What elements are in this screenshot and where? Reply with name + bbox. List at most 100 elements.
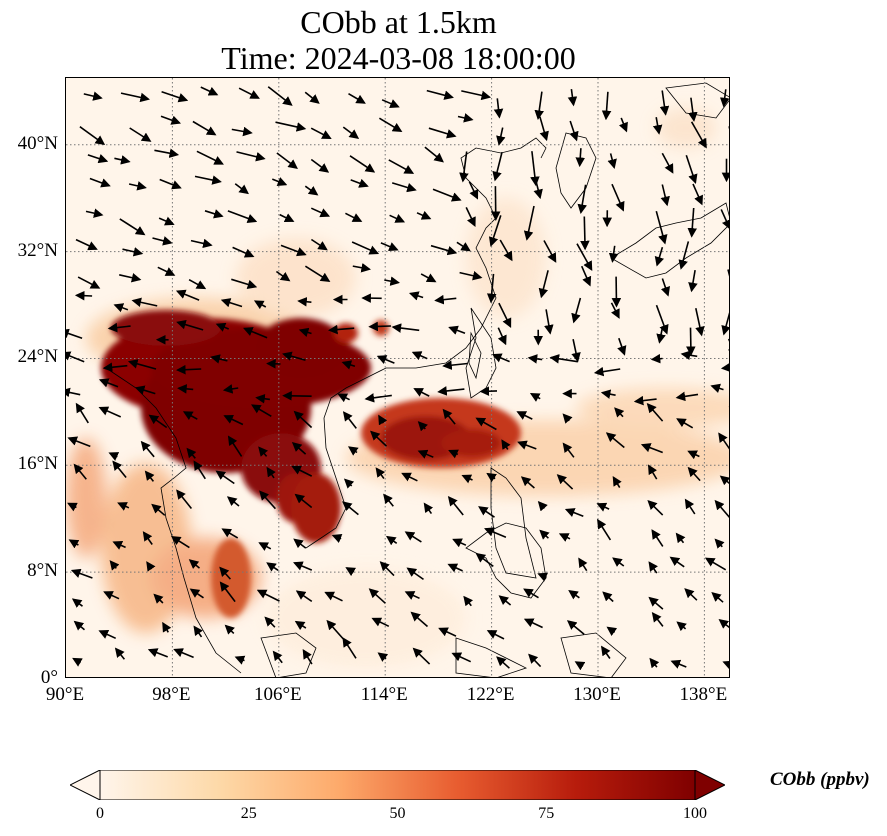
wind-arrow: [720, 362, 729, 373]
wind-arrow: [417, 421, 428, 432]
wind-arrow: [408, 291, 424, 301]
wind-arrow: [280, 244, 307, 257]
wind-arrow: [428, 127, 457, 139]
wind-arrow: [692, 183, 703, 206]
wind-arrow: [727, 269, 729, 277]
wind-arrow: [256, 589, 280, 602]
wind-arrow: [114, 155, 131, 165]
wind-arrow: [688, 269, 698, 293]
wind-arrow: [412, 647, 431, 665]
coastlines: [105, 82, 729, 677]
wind-arrow: [655, 304, 669, 335]
wind-arrow: [379, 561, 395, 577]
colorbar-graphic: [68, 769, 727, 801]
wind-arrow: [577, 184, 587, 214]
wind-arrow: [537, 572, 549, 582]
wind-arrow: [600, 389, 616, 399]
colorbar-extend-min: [68, 769, 101, 801]
wind-arrow: [267, 86, 293, 106]
wind-arrow: [649, 657, 660, 669]
wind-arrow: [486, 630, 505, 640]
map-title-line-2: Time: 2024-03-08 18:00:00: [221, 40, 576, 76]
wind-arrow: [255, 393, 271, 404]
wind-arrow: [562, 413, 573, 424]
wind-arrow: [727, 338, 729, 357]
wind-arrow: [720, 209, 729, 230]
wind-arrow: [220, 298, 243, 308]
wind-arrow: [534, 91, 544, 120]
wind-arrow: [528, 653, 542, 668]
wind-arrow: [704, 557, 727, 571]
wind-arrow: [676, 621, 687, 632]
wind-arrow: [177, 384, 194, 394]
y-tick-label: 0°: [40, 667, 58, 688]
wind-arrow: [377, 652, 389, 662]
wind-arrow: [479, 386, 498, 396]
wind-arrow: [523, 588, 539, 599]
wind-arrow: [259, 490, 276, 510]
wind-arrow: [223, 414, 244, 426]
wind-arrow: [416, 210, 432, 220]
wind-arrow: [491, 353, 510, 363]
colorbar-extend-max: [694, 769, 727, 801]
wind-arrow: [475, 552, 494, 568]
wind-arrow: [298, 327, 312, 338]
x-tick-label: 122°E: [466, 684, 515, 705]
wind-arrow: [128, 181, 147, 191]
wind-arrow: [654, 246, 664, 267]
wind-arrow: [349, 155, 376, 173]
map-panel: [65, 77, 730, 678]
wind-arrow: [711, 591, 724, 603]
wind-arrow: [574, 661, 586, 671]
wind-arrow: [348, 93, 366, 104]
wind-arrow: [529, 393, 541, 402]
wind-arrow: [251, 404, 272, 417]
wind-arrow: [447, 496, 464, 516]
wind-arrow: [351, 241, 380, 255]
wind-arrow: [607, 153, 617, 169]
wind-arrow: [580, 216, 590, 251]
wind-arrow: [188, 559, 201, 570]
wind-arrow: [501, 439, 511, 450]
wind-arrow: [345, 567, 357, 577]
wind-arrow: [475, 417, 497, 431]
wind-arrow: [66, 351, 85, 363]
wind-arrow: [566, 620, 585, 635]
wind-arrow: [608, 245, 619, 263]
wind-arrow: [224, 624, 235, 635]
wind-arrow: [153, 593, 164, 604]
wind-arrow: [234, 183, 249, 195]
wind-arrow: [375, 467, 386, 479]
wind-arrow: [442, 408, 456, 425]
wind-arrow: [651, 529, 664, 547]
wind-arrow: [523, 205, 535, 241]
wind-arrow: [170, 535, 190, 549]
wind-arrow: [371, 617, 390, 628]
wind-arrow: [107, 322, 131, 333]
wind-arrow: [146, 561, 156, 572]
wind-arrow: [253, 300, 267, 310]
wind-arrow: [147, 648, 168, 658]
wind-arrow: [411, 351, 428, 361]
x-tick-label: 90°E: [45, 684, 85, 705]
wind-arrow: [219, 581, 236, 603]
wind-arrow: [71, 598, 83, 608]
wind-arrow: [527, 354, 543, 364]
wind-arrow: [652, 117, 663, 135]
wind-arrow: [417, 449, 434, 459]
wind-arrow: [368, 321, 392, 332]
wind-arrow: [420, 273, 437, 283]
wind-arrow: [530, 151, 540, 187]
wind-arrow: [558, 533, 571, 542]
wind-arrow: [568, 589, 580, 600]
wind-arrow: [117, 502, 130, 511]
wind-arrow: [381, 99, 400, 109]
wind-arrow: [544, 309, 554, 335]
wind-arrow: [297, 296, 312, 307]
wind-arrow: [523, 618, 543, 629]
wind-arrow: [520, 476, 535, 489]
wind-arrow: [456, 241, 471, 252]
wind-arrow: [602, 591, 614, 603]
wind-arrow: [549, 354, 578, 364]
wind-arrow: [112, 541, 126, 550]
